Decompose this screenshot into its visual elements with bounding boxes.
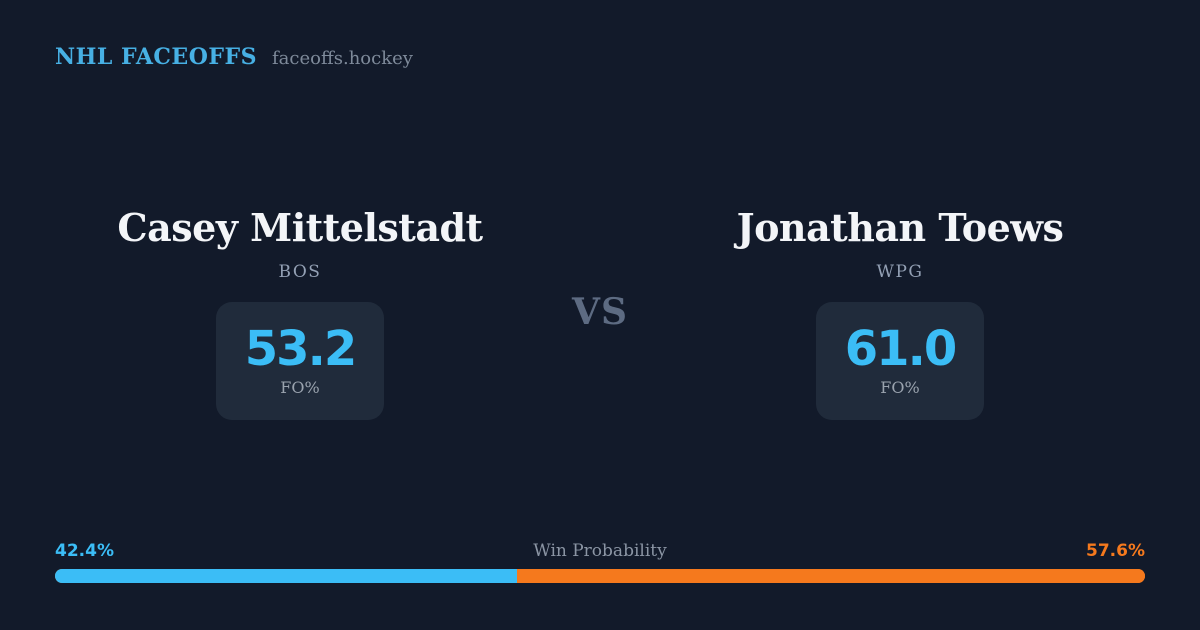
player-team: BOS [278,261,322,282]
stat-label: FO% [880,377,920,397]
stat-card: 61.0 FO% [816,301,984,420]
win-probability-labels: 42.4% Win Probability 57.6% [55,541,1145,563]
player-team: WPG [876,261,924,282]
stat-label: FO% [280,377,320,397]
header: NHL FACEOFFS faceoffs.hockey [55,44,413,70]
stat-card: 53.2 FO% [216,301,384,420]
win-probability-title: Win Probability [533,541,667,561]
player-right: Jonathan Toews WPG 61.0 FO% [660,205,1140,420]
win-probability-right-pct: 57.6% [1086,541,1145,561]
stat-value: 53.2 [244,320,357,377]
brand-logo: NHL FACEOFFS [55,44,257,70]
vs-label: VS [572,291,628,333]
win-probability-bar [55,569,1145,583]
win-probability-bar-right-segment [517,569,1145,583]
player-name: Jonathan Toews [736,205,1064,250]
win-probability-bar-left-segment [55,569,518,583]
stat-value: 61.0 [844,320,957,377]
player-left: Casey Mittelstadt BOS 53.2 FO% [60,205,540,420]
player-name: Casey Mittelstadt [117,205,483,250]
site-url: faceoffs.hockey [272,48,413,69]
win-probability-left-pct: 42.4% [55,541,114,561]
